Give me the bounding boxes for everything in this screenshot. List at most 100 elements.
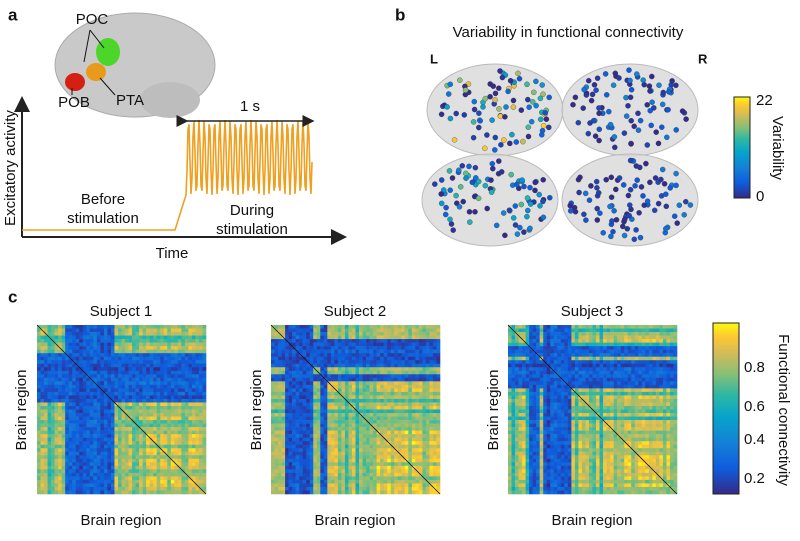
heatmap-cell: [351, 328, 356, 333]
heatmap-cell: [132, 402, 136, 407]
heatmap-cell: [37, 335, 41, 340]
region-node: [652, 175, 659, 181]
heatmap-cell: [135, 395, 140, 400]
heatmap-cell: [274, 427, 279, 431]
heatmap-cell: [96, 462, 101, 467]
heatmap-cell: [40, 332, 45, 336]
heatmap-cell: [82, 335, 87, 340]
heatmap-cell: [394, 413, 399, 417]
heatmap-cell: [149, 465, 154, 470]
heatmap-cell: [110, 462, 115, 467]
heatmap-cell: [128, 346, 133, 350]
heatmap-cell: [432, 370, 437, 375]
heatmap-cell: [142, 458, 147, 463]
heatmap-cell: [65, 367, 69, 372]
heatmap-cell: [191, 325, 196, 329]
heatmap-cell: [295, 479, 300, 484]
heatmap-cell: [278, 356, 282, 361]
heatmap-cell: [320, 409, 325, 414]
heatmap-cell: [404, 451, 409, 456]
heatmap-cell: [107, 423, 112, 428]
heatmap-cell: [117, 360, 122, 365]
heatmap-cell: [271, 427, 275, 431]
heatmap-cell: [271, 437, 275, 442]
heatmap-cell: [40, 335, 45, 340]
heatmap-cell: [334, 370, 339, 375]
heatmap-cell: [167, 356, 172, 361]
heatmap-cell: [132, 448, 136, 453]
heatmap-cell: [58, 476, 62, 481]
heatmap-cell: [96, 469, 101, 474]
heatmap-cell: [153, 409, 158, 414]
heatmap-cell: [149, 416, 154, 421]
heatmap-cell: [422, 388, 427, 393]
heatmap-cell: [121, 483, 126, 488]
heatmap-cell: [327, 476, 332, 481]
heatmap-cell: [295, 402, 300, 407]
heatmap-cell: [387, 455, 392, 460]
heatmap-cell: [344, 427, 349, 431]
heatmap-cell: [306, 349, 311, 354]
heatmap-cell: [351, 423, 356, 428]
heatmap-cell: [68, 416, 73, 421]
heatmap-cell: [100, 434, 105, 438]
heatmap-cell: [188, 349, 193, 354]
heatmap-cell: [153, 360, 158, 365]
heatmap-cell: [278, 388, 282, 393]
heatmap-cell: [415, 455, 420, 460]
heatmap-cell: [278, 391, 282, 396]
heatmap-cell: [114, 430, 119, 435]
heatmap-cell: [271, 458, 275, 463]
heatmap-cell: [188, 409, 193, 414]
heatmap-cell: [114, 427, 119, 431]
heatmap-cell: [404, 416, 409, 421]
heatmap-cell: [397, 479, 402, 484]
heatmap-cell: [44, 325, 48, 329]
heatmap-cell: [288, 448, 293, 453]
heatmap-cell: [75, 405, 80, 410]
heatmap-cell: [72, 434, 77, 438]
heatmap-cell: [425, 388, 430, 393]
heatmap-cell: [181, 349, 186, 354]
heatmap-cell: [75, 455, 80, 460]
heatmap-cell: [110, 483, 115, 488]
heatmap-cell: [355, 430, 360, 435]
heatmap-cell: [432, 479, 437, 484]
heatmap-cell: [86, 427, 91, 431]
heatmap-cell: [68, 346, 73, 350]
heatmap-cell: [394, 437, 399, 442]
region-node: [462, 87, 469, 93]
heatmap-cell: [425, 363, 430, 368]
heatmap-cell: [163, 360, 168, 365]
heatmap-cell: [366, 370, 370, 375]
heatmap-cell: [128, 413, 133, 417]
heatmap-cell: [68, 363, 73, 368]
heatmap-cell: [149, 367, 154, 372]
heatmap-cell: [390, 381, 395, 386]
colorbar-tick: 0: [756, 188, 764, 205]
heatmap-cell: [337, 437, 342, 442]
heatmap-cell: [383, 416, 388, 421]
heatmap-cell: [51, 437, 55, 442]
heatmap-cell: [114, 384, 119, 389]
heatmap-cell: [281, 458, 286, 463]
heatmap-cell: [135, 458, 140, 463]
heatmap-cell: [411, 328, 416, 333]
heatmap-cell: [149, 434, 154, 438]
heatmap-cell: [341, 398, 346, 403]
heatmap-cell: [202, 339, 207, 343]
heatmap-cell: [429, 479, 434, 484]
heatmap-cell: [271, 346, 275, 350]
heatmap-cell: [132, 486, 136, 491]
heatmap-cell: [274, 332, 279, 336]
heatmap-cell: [93, 472, 98, 477]
heatmap-cell: [394, 363, 399, 368]
heatmap-cell: [142, 342, 147, 347]
heatmap-cell: [149, 335, 154, 340]
heatmap-cell: [292, 402, 296, 407]
heatmap-cell: [82, 325, 87, 329]
heatmap-cell: [366, 377, 370, 382]
heatmap-cell: [51, 398, 55, 403]
heatmap-cell: [387, 458, 392, 463]
heatmap-cell: [404, 395, 409, 400]
